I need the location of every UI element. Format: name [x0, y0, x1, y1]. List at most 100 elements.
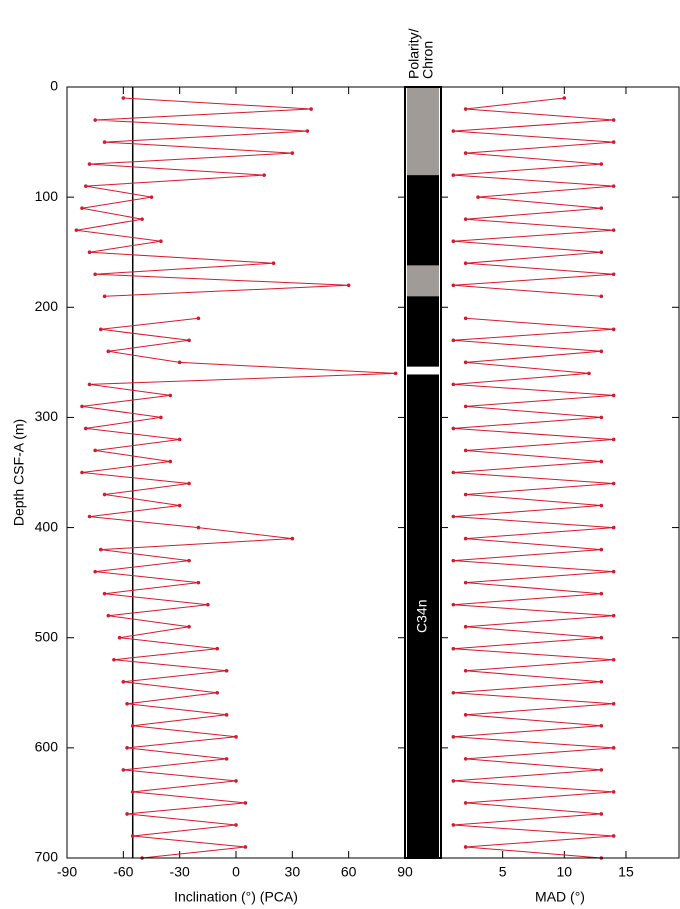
y-tick-label: 100 — [35, 188, 59, 204]
data-point — [599, 415, 604, 420]
y-tick-label: 300 — [35, 408, 59, 424]
data-point — [463, 757, 468, 761]
data-point — [463, 360, 468, 365]
data-point — [451, 173, 456, 177]
data-point — [463, 668, 468, 673]
data-point — [587, 371, 591, 376]
data-point — [599, 459, 604, 464]
data-point — [346, 283, 351, 288]
data-point — [611, 481, 616, 486]
data-point — [599, 724, 604, 728]
data-point — [290, 151, 295, 155]
data-point — [87, 382, 92, 387]
x-tick-label: 10 — [557, 864, 573, 880]
x-tick-label: -30 — [170, 864, 190, 880]
data-point — [451, 823, 456, 827]
data-point — [130, 790, 135, 794]
x-axis-label: MAD (°) — [535, 889, 585, 905]
data-point — [215, 690, 220, 695]
data-point — [611, 327, 616, 332]
polarity-interval — [407, 87, 439, 176]
data-point — [599, 294, 604, 299]
data-point — [611, 702, 616, 706]
data-point — [168, 459, 173, 464]
data-point — [463, 404, 468, 409]
data-point — [74, 228, 79, 232]
data-point — [93, 448, 97, 453]
y-tick-label: 0 — [50, 78, 58, 94]
data-point — [177, 503, 182, 508]
data-point — [463, 492, 468, 497]
data-point — [599, 635, 604, 640]
data-point — [309, 107, 313, 111]
data-point — [451, 646, 456, 651]
data-point — [305, 129, 310, 133]
data-point — [599, 547, 604, 552]
data-point — [102, 294, 107, 299]
data-point — [476, 195, 480, 199]
data-point — [102, 591, 107, 596]
data-point — [611, 118, 616, 122]
x-tick-label: -60 — [113, 864, 133, 880]
data-point — [121, 679, 126, 684]
data-point — [130, 724, 135, 728]
data-point — [106, 349, 111, 354]
data-point — [121, 768, 126, 772]
data-point — [290, 536, 295, 541]
y-axis-label: Depth CSF-A (m) — [11, 419, 27, 526]
x-tick-label: 30 — [285, 864, 301, 880]
data-point — [159, 239, 163, 243]
x-tick-label: 90 — [397, 864, 413, 880]
data-point — [599, 812, 604, 816]
data-point — [187, 558, 191, 563]
data-point — [187, 624, 191, 629]
data-point — [599, 349, 604, 354]
data-point — [140, 217, 144, 221]
polarity-interval — [407, 175, 439, 266]
data-point — [451, 129, 456, 133]
data-point — [451, 426, 456, 431]
data-point — [463, 624, 468, 629]
data-point — [177, 360, 182, 365]
data-point — [106, 613, 111, 618]
data-point — [196, 316, 201, 321]
data-point — [177, 437, 182, 442]
data-point — [149, 195, 154, 199]
y-tick-label: 500 — [35, 628, 59, 644]
data-line — [453, 97, 614, 859]
data-point — [187, 338, 191, 343]
polarity-interval — [407, 265, 439, 297]
x-tick-label: 5 — [499, 864, 507, 880]
chron-label: C34n — [414, 600, 430, 633]
data-point — [168, 393, 173, 398]
data-point — [562, 96, 567, 100]
data-point — [234, 779, 238, 783]
data-point — [451, 239, 456, 243]
x-tick-label: 60 — [341, 864, 357, 880]
x-tick-label: -90 — [57, 864, 77, 880]
data-point — [611, 569, 616, 574]
data-point — [611, 525, 616, 530]
data-point — [451, 514, 456, 519]
data-point — [159, 415, 163, 420]
data-point — [611, 140, 616, 144]
data-point — [599, 206, 604, 210]
data-point — [599, 591, 604, 596]
data-point — [87, 250, 92, 255]
data-point — [599, 250, 604, 255]
data-point — [463, 580, 468, 585]
polarity-interval — [407, 374, 439, 858]
data-point — [599, 503, 604, 508]
data-point — [451, 735, 456, 739]
data-point — [451, 602, 456, 607]
data-point — [611, 437, 616, 442]
data-point — [463, 261, 468, 266]
data-point — [87, 162, 92, 166]
data-point — [93, 118, 97, 122]
data-point — [611, 746, 616, 750]
data-point — [611, 790, 616, 794]
data-point — [224, 668, 229, 673]
data-point — [125, 702, 129, 706]
y-tick-label: 400 — [35, 518, 59, 534]
